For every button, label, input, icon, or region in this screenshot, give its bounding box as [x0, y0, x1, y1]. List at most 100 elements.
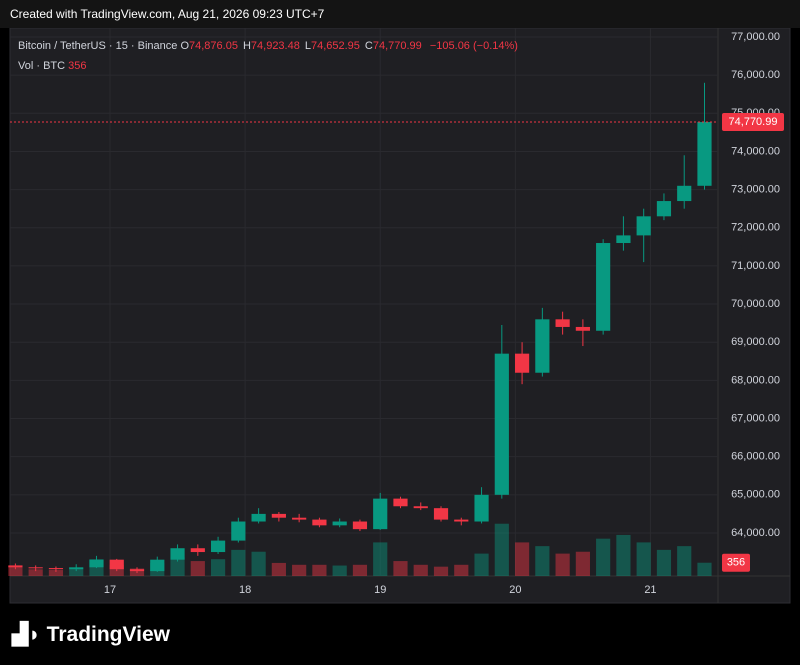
- candle-body: [190, 548, 205, 553]
- volume-bar: [636, 542, 651, 576]
- symbol: Bitcoin / TetherUS · 15 · Binance: [18, 40, 178, 52]
- candle-body: [575, 326, 590, 331]
- volume-bar: [514, 542, 530, 576]
- volume-bar: [28, 569, 43, 576]
- credit: Created with TradingView.com, Aug 21, 20…: [0, 0, 800, 28]
- candle-body: [332, 521, 347, 526]
- candle-body: [677, 185, 692, 202]
- volume-bar: [555, 553, 570, 576]
- volume-bar: [575, 551, 590, 576]
- candle-body: [616, 235, 631, 244]
- brand-name: TradingView: [46, 623, 170, 646]
- candle-body: [413, 506, 428, 509]
- ohlc-label: C: [364, 40, 373, 52]
- ohlc-row: Bitcoin / TetherUS · 15 · Binance O74,87…: [18, 36, 518, 56]
- change: −105.06 (−0.14%): [429, 40, 518, 52]
- x-tick-label: 18: [239, 584, 251, 596]
- volume-bar: [596, 538, 611, 576]
- volume-bar: [251, 551, 266, 576]
- candle-body: [251, 513, 266, 522]
- y-tick-label: 69,000.00: [731, 336, 780, 348]
- volume-bar: [170, 557, 185, 576]
- y-tick-label: 77,000.00: [731, 31, 780, 43]
- volume-bar: [535, 546, 550, 576]
- volume-bar: [292, 564, 307, 576]
- volume-bar: [48, 570, 64, 576]
- last-price-label: 74,770.99: [729, 116, 778, 128]
- candle-body: [69, 567, 84, 570]
- candle-body: [231, 521, 246, 541]
- volume-bar: [393, 561, 408, 576]
- y-tick-label: 68,000.00: [731, 374, 780, 386]
- volume-bar: [352, 564, 368, 576]
- y-tick-label: 74,000.00: [731, 145, 780, 157]
- volume-bar: [494, 523, 509, 576]
- ohlc-value: 74,770.99: [372, 40, 422, 52]
- candle-body: [656, 201, 672, 217]
- x-tick-label: 20: [509, 584, 521, 596]
- ohlc-label: O: [180, 40, 190, 52]
- candle-body: [514, 353, 530, 373]
- candle-body: [210, 540, 226, 553]
- ohlc-value: 74,876.05: [189, 40, 238, 52]
- ohlc-label: H: [242, 40, 251, 52]
- x-tick-label: 17: [104, 584, 116, 596]
- volume-bar: [454, 564, 469, 576]
- candle-body: [393, 498, 408, 507]
- volume-box: [722, 553, 750, 572]
- candle-body: [89, 559, 104, 568]
- candle-body: [636, 216, 651, 236]
- y-tick-label: 72,000.00: [731, 222, 780, 234]
- volume-label: 356: [727, 557, 745, 569]
- volume-title: Vol · BTC: [18, 60, 66, 72]
- candle-body: [312, 519, 327, 526]
- x-tick-label: 21: [644, 584, 656, 596]
- volume-value: 356: [68, 60, 87, 72]
- ohlc-label: L: [304, 40, 311, 52]
- candle-body: [271, 513, 286, 518]
- volume-bar: [8, 566, 23, 576]
- volume-bar: [433, 566, 449, 576]
- candle-body: [48, 568, 64, 570]
- candle-body: [150, 559, 165, 572]
- volume-bar: [413, 564, 428, 576]
- volume-bar: [332, 565, 347, 576]
- x-tick-label: 19: [374, 584, 386, 596]
- y-tick-label: 73,000.00: [731, 184, 780, 196]
- candle-body: [596, 243, 611, 331]
- y-tick-label: 71,000.00: [731, 260, 780, 272]
- candle-body: [28, 567, 43, 569]
- last-price-box: [722, 113, 784, 132]
- candle-body: [454, 519, 469, 522]
- y-tick-label: 67,000.00: [731, 412, 780, 424]
- candle-body: [8, 565, 23, 568]
- volume-bar: [231, 549, 246, 576]
- legend: Bitcoin / TetherUS · 15 · Binance O74,87…: [18, 36, 518, 76]
- candle-body: [292, 517, 307, 520]
- candle-body: [535, 319, 550, 373]
- volume-bar: [190, 561, 205, 576]
- y-tick-label: 65,000.00: [731, 489, 780, 501]
- volume-row: Vol · BTC 356: [18, 56, 518, 76]
- y-tick-label: 76,000.00: [731, 69, 780, 81]
- candle-body: [129, 569, 145, 572]
- ohlc-value: 74,652.95: [310, 40, 360, 52]
- candle-body: [170, 548, 185, 560]
- ohlc-value: 74,923.48: [250, 40, 300, 52]
- y-tick-label: 66,000.00: [731, 451, 780, 463]
- candle-body: [373, 498, 388, 530]
- y-tick-label: 70,000.00: [731, 298, 780, 310]
- volume-bar: [474, 553, 489, 576]
- chart-frame: [9, 28, 791, 604]
- volume-bar: [210, 559, 226, 576]
- volume-bar: [373, 542, 388, 576]
- ohlc: O74,876.05 H74,923.48 L74,652.95 C74,770.99: [180, 40, 426, 52]
- volume-bar: [616, 534, 631, 576]
- volume-bar: [677, 546, 692, 576]
- candle-body: [433, 508, 449, 520]
- candle-body: [494, 353, 509, 495]
- candle-body: [352, 521, 368, 530]
- candle-body: [474, 494, 489, 522]
- volume-bar: [271, 562, 286, 576]
